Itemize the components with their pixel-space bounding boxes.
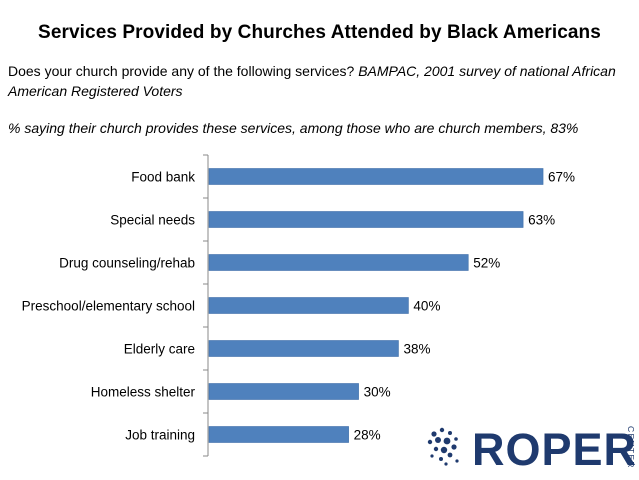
bar (208, 168, 544, 185)
bars-group: Food bank 67% Special needs 63% Drug counsel… (22, 154, 575, 457)
category-label: Special needs (110, 213, 195, 228)
bar (208, 254, 469, 271)
survey-source: BAMPAC, 2001 survey of national African … (8, 63, 616, 99)
chart-title: Services Provided by Churches Attended b… (38, 22, 601, 43)
roper-center-logo: ROPER CENTER (427, 424, 637, 472)
logo-dots-icon (427, 427, 459, 466)
category-label: Drug counseling/rehab (59, 256, 195, 271)
category-label: Elderly care (124, 342, 195, 357)
chart-subtitle: Does your church provide any of the foll… (8, 61, 628, 101)
value-label: 40% (413, 299, 440, 314)
category-label: Job training (125, 428, 195, 443)
bar (208, 297, 409, 314)
survey-question: Does your church provide any of the foll… (8, 63, 355, 79)
bar (208, 340, 399, 357)
value-label: 30% (364, 385, 391, 400)
logo-side-text: CENTER (626, 426, 636, 469)
bar (208, 426, 349, 443)
value-label: 63% (528, 213, 555, 228)
value-label: 52% (473, 256, 500, 271)
value-label: 38% (403, 342, 430, 357)
value-label: 28% (354, 428, 381, 443)
value-label: 67% (548, 170, 575, 185)
bar (208, 383, 359, 400)
logo-text: ROPER (472, 424, 637, 472)
chart-note: % saying their church provides these ser… (8, 120, 579, 136)
bar (208, 211, 524, 228)
category-label: Preschool/elementary school (22, 299, 195, 314)
category-label: Homeless shelter (91, 385, 196, 400)
category-label: Food bank (131, 170, 195, 185)
